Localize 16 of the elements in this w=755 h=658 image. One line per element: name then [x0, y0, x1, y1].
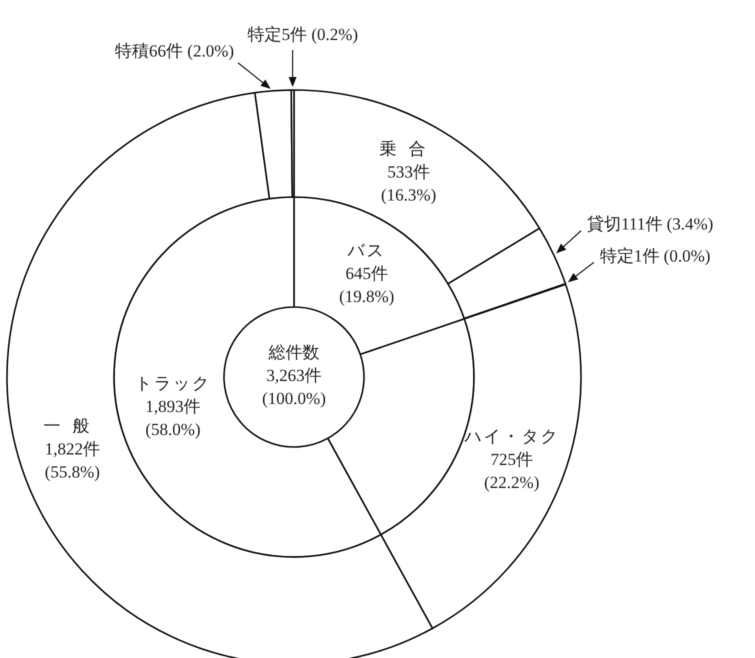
- slice-label: ハイ・タク: [463, 427, 560, 446]
- slice-label: トラック: [134, 374, 211, 394]
- data-label: 645件 (19.8%): [339, 264, 394, 306]
- data-label: 533件 (16.3%): [381, 162, 436, 204]
- data-label: 1,893件 (58.0%): [145, 397, 201, 440]
- data-label: 1,822件 (55.8%): [44, 439, 100, 482]
- slice-label: 乗合: [380, 139, 438, 158]
- text: 3,263件 (100.0%): [262, 366, 326, 408]
- data-label: 725件 (22.2%): [484, 450, 540, 492]
- legend-label: 特定1件 (0.0%): [600, 246, 710, 266]
- slice-label: 一般: [43, 416, 102, 436]
- slice-label: 特定5件 (0.2%): [248, 24, 358, 44]
- slice-label: 貸切111件 (3.4%): [587, 214, 714, 234]
- text: 総件数: [268, 342, 320, 362]
- slice-label: バス: [346, 241, 386, 260]
- slice-label: 特積66件 (2.0%): [115, 42, 234, 61]
